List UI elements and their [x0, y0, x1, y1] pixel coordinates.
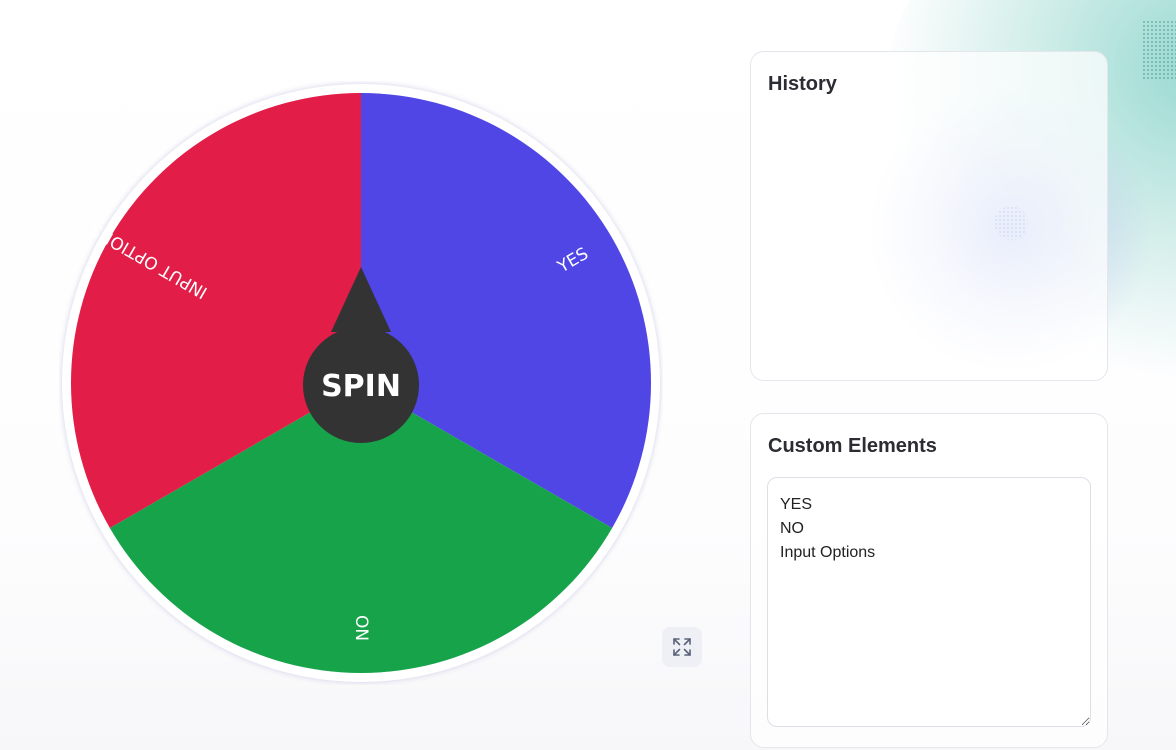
wheel-segment [361, 93, 651, 528]
wheel-segment-label: ON [351, 615, 371, 641]
expand-icon [673, 638, 691, 656]
background-dot-pattern-corner [1142, 20, 1176, 80]
history-list [768, 112, 1090, 364]
wheel-pointer [331, 267, 391, 332]
custom-elements-title: Custom Elements [768, 435, 937, 457]
spin-wheel[interactable]: YES ON INPUT OPTIONS SPIN [59, 81, 663, 685]
spin-hub [303, 327, 419, 443]
custom-elements-panel: Custom Elements [750, 413, 1108, 748]
spin-button-label[interactable]: SPIN [321, 369, 401, 404]
wheel-segment [109, 383, 613, 673]
history-panel: History [750, 51, 1108, 381]
fullscreen-button[interactable] [662, 627, 702, 667]
custom-elements-input[interactable] [767, 477, 1091, 727]
history-title: History [768, 73, 837, 95]
wheel-segment [71, 93, 361, 528]
spin-button[interactable]: SPIN [303, 267, 419, 443]
